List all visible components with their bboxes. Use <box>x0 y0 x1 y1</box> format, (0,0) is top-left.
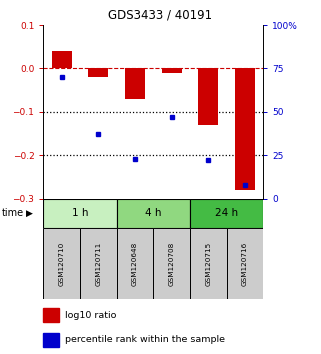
Bar <box>235 68 255 190</box>
Text: GSM120715: GSM120715 <box>205 242 211 286</box>
Text: GDS3433 / 40191: GDS3433 / 40191 <box>108 9 213 22</box>
Bar <box>125 68 145 99</box>
Bar <box>198 68 218 125</box>
Text: 1 h: 1 h <box>72 208 88 218</box>
Bar <box>117 199 190 228</box>
Bar <box>153 228 190 299</box>
Text: ▶: ▶ <box>26 209 33 218</box>
Bar <box>190 228 227 299</box>
Text: GSM120708: GSM120708 <box>169 242 175 286</box>
Bar <box>190 199 263 228</box>
Bar <box>43 308 59 322</box>
Text: percentile rank within the sample: percentile rank within the sample <box>65 335 225 344</box>
Text: 24 h: 24 h <box>215 208 238 218</box>
Bar <box>43 333 59 347</box>
Bar <box>227 228 263 299</box>
Bar <box>43 199 117 228</box>
Text: GSM120716: GSM120716 <box>242 242 248 286</box>
Text: GSM120711: GSM120711 <box>95 242 101 286</box>
Bar <box>80 228 117 299</box>
Bar <box>117 228 153 299</box>
Text: log10 ratio: log10 ratio <box>65 311 117 320</box>
Text: 4 h: 4 h <box>145 208 161 218</box>
Text: time: time <box>2 208 24 218</box>
Text: GSM120648: GSM120648 <box>132 242 138 286</box>
Bar <box>88 68 108 77</box>
Bar <box>43 228 80 299</box>
Bar <box>52 51 72 68</box>
Text: GSM120710: GSM120710 <box>59 242 65 286</box>
Bar <box>161 68 182 73</box>
